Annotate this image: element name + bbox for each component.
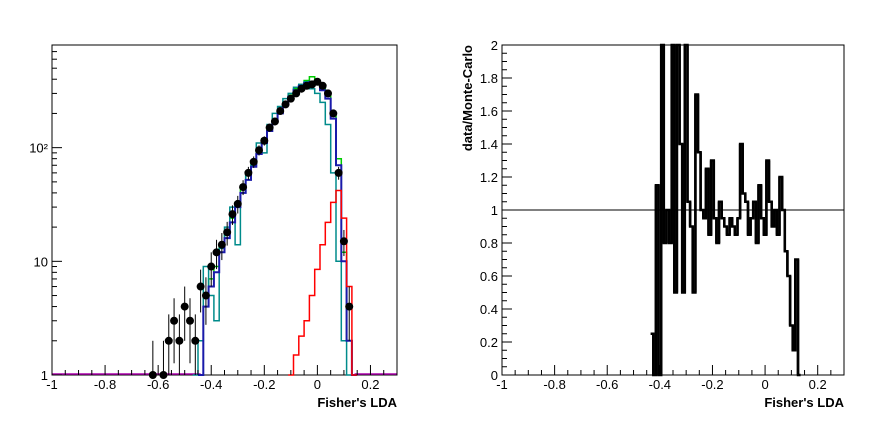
- left-x-tick-label: 0.2: [361, 377, 379, 392]
- left-data-point: [292, 89, 301, 98]
- left-plot-frame: [51, 44, 398, 376]
- right-y-tick-label: 0.8: [480, 236, 498, 251]
- left-data-point: [334, 168, 343, 177]
- left-series-red-line: [288, 189, 358, 376]
- left-data-point: [270, 117, 279, 126]
- right-x-axis-label: Fisher's LDA: [764, 395, 844, 410]
- right-x-tick-label: -0.8: [543, 377, 565, 392]
- left-y-tick-label: 10: [34, 254, 48, 269]
- left-data-point: [223, 228, 232, 237]
- left-data-point: [233, 199, 242, 208]
- right-x-tick-label: 0: [761, 377, 768, 392]
- right-y-tick-label: 1.2: [480, 170, 498, 185]
- left-data-point: [249, 157, 258, 166]
- left-data-point: [345, 302, 354, 311]
- left-x-axis-label: Fisher's LDA: [317, 395, 397, 410]
- left-data-point: [207, 262, 216, 271]
- right-y-tick-label: 1.4: [480, 137, 498, 152]
- left-x-tick-label: -0.6: [147, 377, 169, 392]
- left-data-point: [281, 100, 290, 109]
- left-data-point: [255, 146, 263, 155]
- left-data-point: [196, 282, 205, 291]
- left-x-tick-label: -1: [46, 377, 58, 392]
- right-y-tick-label: 0: [491, 368, 498, 383]
- right-y-tick-label: 2: [491, 38, 498, 53]
- left-x-tick-label: -0.8: [94, 377, 116, 392]
- left-data-point: [228, 210, 237, 219]
- left-x-tick-label: -0.4: [200, 377, 222, 392]
- left-data-point: [244, 168, 253, 177]
- left-data-point: [212, 248, 221, 257]
- left-data-point: [164, 336, 173, 345]
- left-data-point: [170, 316, 179, 325]
- left-x-tick-label: 0: [314, 377, 321, 392]
- left-data-point: [276, 107, 285, 116]
- left-series-blue-line: [198, 80, 358, 376]
- left-data-point: [239, 183, 248, 192]
- left-data-point: [339, 237, 348, 246]
- right-x-tick-label: -1: [496, 377, 508, 392]
- right-y-tick-label: 1: [491, 203, 498, 218]
- left-data-point: [318, 81, 327, 90]
- left-panel: -1 -0.8 -0.6 -0.4 -0.2 0 0.2 1 10 10² Fisher's LDA: [29, 44, 398, 410]
- left-y-tick-label: 10²: [29, 141, 48, 156]
- left-data-point: [329, 109, 338, 118]
- left-data-point: [175, 336, 184, 345]
- left-data-point: [191, 336, 200, 345]
- right-x-tick-label: -0.2: [701, 377, 723, 392]
- right-x-tick-label: 0.2: [809, 377, 827, 392]
- right-panel: -1 -0.8 -0.6 -0.4 -0.2 0 0.2 0 0.2 0.4 0.6 0.8 1 1.2 1…: [460, 38, 845, 410]
- right-y-tick-label: 0.4: [480, 302, 498, 317]
- left-data-point: [217, 240, 226, 249]
- right-y-tick-label: 0.6: [480, 269, 498, 284]
- right-x-tick-label: -0.6: [596, 377, 618, 392]
- right-x-tick-label: -0.4: [649, 377, 671, 392]
- left-data-point: [201, 291, 210, 300]
- right-y-axis-label: data/Monte-Carlo: [460, 45, 475, 151]
- left-data-point: [159, 371, 168, 379]
- left-data-point: [324, 89, 332, 98]
- left-data-point: [180, 302, 189, 311]
- left-x-tick-label: -0.2: [253, 377, 275, 392]
- left-data-point: [186, 316, 194, 325]
- right-y-tick-label: 1.8: [480, 71, 498, 86]
- left-y-tick-label: 1: [41, 368, 48, 383]
- right-y-tick-label: 1.6: [480, 104, 498, 119]
- left-data-point: [265, 123, 274, 132]
- left-data-point: [148, 371, 157, 379]
- left-data-point: [260, 136, 269, 145]
- right-y-tick-label: 0.2: [480, 335, 498, 350]
- left-data-point: [286, 94, 295, 103]
- right-ratio-connectors: [652, 45, 800, 375]
